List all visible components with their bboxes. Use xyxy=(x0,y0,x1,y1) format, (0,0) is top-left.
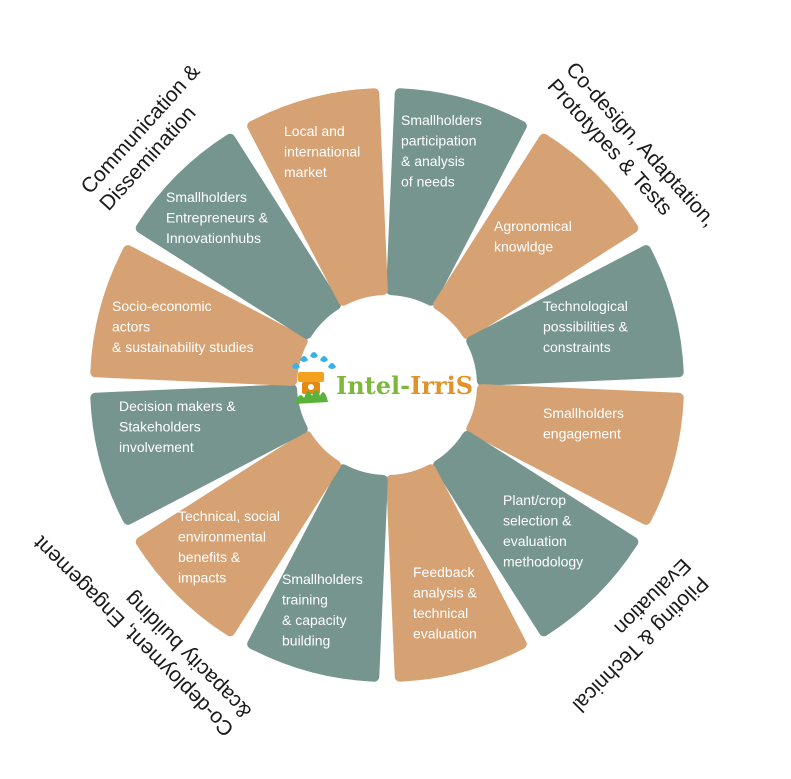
brand-hyphen: - xyxy=(400,371,410,400)
segment-label-line: evaluation xyxy=(503,533,567,549)
segment-label-line: Smallholders xyxy=(543,405,624,421)
segment-label-line: environmental xyxy=(178,529,266,545)
segment-label-1: Smallholders participation & analysis of ne… xyxy=(401,112,482,190)
segment-label-line: Plant/crop xyxy=(503,492,566,508)
segment-label-line: international xyxy=(284,144,360,160)
segments-ring: Smallholders participation & analysis of ne… xyxy=(90,88,684,682)
segment-label-line: actors xyxy=(112,319,150,335)
segment-10 xyxy=(90,245,308,386)
segment-label-line: Entrepreneurs & xyxy=(166,210,269,226)
segment-label-7: Smallholders training & capacity building xyxy=(282,571,363,649)
brand-wordmark: Intel-IrriS xyxy=(336,371,473,400)
segment-label-10: Socio-economic actors & sustainability stu… xyxy=(112,298,254,355)
segment-label-11: Smallholders Entrepreneurs & Innovationhub… xyxy=(166,189,269,246)
segment-label-line: methodology xyxy=(503,554,583,570)
segment-label-line: evaluation xyxy=(413,626,477,642)
segment-label-9: Decision makers & Stakeholders involvement xyxy=(119,398,236,455)
brand-part-irris: IrriS xyxy=(410,371,473,400)
segment-9 xyxy=(90,384,308,525)
segment-label-line: knowldge xyxy=(494,239,553,255)
segment-label-line: engagement xyxy=(543,426,621,442)
segment-label-4: Smallholders engagement xyxy=(543,405,624,442)
segment-label-line: Smallholders xyxy=(166,189,247,205)
segment-4 xyxy=(466,384,684,525)
segment-label-line: participation xyxy=(401,133,477,149)
segment-label-8: Technical, social environmental benefits &… xyxy=(178,508,280,586)
segment-label-line: benefits & xyxy=(178,549,241,565)
segment-label-line: & capacity xyxy=(282,612,347,628)
segment-label-line: Stakeholders xyxy=(119,419,201,435)
segment-label-line: Innovationhubs xyxy=(166,230,261,246)
segment-label-12: Local and international market xyxy=(284,123,360,180)
segment-label-line: analysis & xyxy=(413,585,477,601)
segment-label-line: Local and xyxy=(284,123,345,139)
segment-label-line: technical xyxy=(413,605,468,621)
segment-label-line: Agronomical xyxy=(494,218,572,234)
segment-label-line: of needs xyxy=(401,174,455,190)
segment-2 xyxy=(433,133,639,339)
segment-label-line: impacts xyxy=(178,570,226,586)
segment-label-3: Technological possibilities & constraints xyxy=(543,298,628,355)
segment-8 xyxy=(135,431,341,637)
segment-label-line: Smallholders xyxy=(401,112,482,128)
segment-12 xyxy=(247,88,388,306)
brand-part-intel: Intel xyxy=(336,371,400,400)
segment-label-line: possibilities & xyxy=(543,319,628,335)
segment-label-line: constraints xyxy=(543,339,611,355)
segment-6 xyxy=(386,464,527,682)
segment-label-line: Technical, social xyxy=(178,508,280,524)
segment-label-line: & analysis xyxy=(401,153,465,169)
segment-label-line: involvement xyxy=(119,439,194,455)
segment-7 xyxy=(247,464,388,682)
segment-label-line: market xyxy=(284,164,327,180)
segment-label-line: Smallholders xyxy=(282,571,363,587)
segment-label-line: Feedback xyxy=(413,564,475,580)
segment-label-line: building xyxy=(282,633,330,649)
segment-label-line: & sustainability studies xyxy=(112,339,254,355)
irrigation-sprinkler-plant-icon xyxy=(292,352,336,404)
segment-label-line: selection & xyxy=(503,513,572,529)
segment-1 xyxy=(386,88,527,306)
segment-label-5: Plant/crop selection & evaluation methodolo… xyxy=(503,492,583,570)
segment-label-2: Agronomical knowldge xyxy=(494,218,572,255)
segment-label-line: Technological xyxy=(543,298,628,314)
intel-irris-logo: Intel-IrriS xyxy=(292,352,473,404)
segment-11 xyxy=(135,133,341,339)
segment-label-6: Feedback analysis & technical evaluation xyxy=(413,564,477,642)
segment-label-line: training xyxy=(282,592,328,608)
segment-3 xyxy=(466,245,684,386)
segment-label-line: Decision makers & xyxy=(119,398,236,414)
segment-label-line: Socio-economic xyxy=(112,298,212,314)
segment-5 xyxy=(433,431,639,637)
